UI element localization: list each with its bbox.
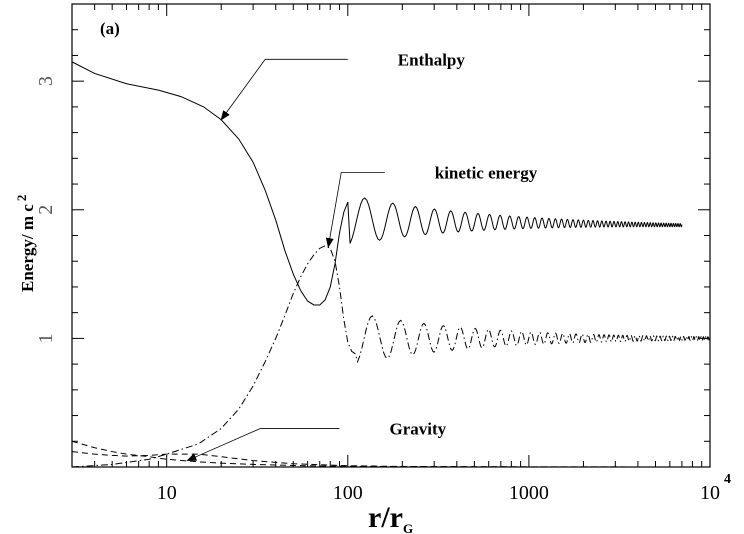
y-axis-label-main: Energy/ m c bbox=[18, 204, 37, 292]
x-tick-label: 1000 bbox=[509, 482, 549, 504]
annotation-label-kinetic-energy: kinetic energy bbox=[435, 163, 538, 182]
annotation-layer: Enthalpy kinetic energy Gravity bbox=[186, 50, 538, 461]
x-axis-label-main: r/r bbox=[368, 501, 403, 534]
annotation-arrow-enthalpy bbox=[220, 58, 348, 121]
x-tick-label: 100 bbox=[333, 482, 363, 504]
x-tick-label: 10 bbox=[700, 482, 720, 504]
y-tick-label: 2 bbox=[35, 205, 57, 215]
annotation-label-gravity: Gravity bbox=[390, 419, 447, 438]
series-line-enthalpy bbox=[71, 61, 683, 306]
series-line-kinetic-energy bbox=[71, 245, 711, 468]
series-line-unlabeled-3 bbox=[71, 451, 711, 468]
y-tick-label: 1 bbox=[35, 333, 57, 343]
panel-label: (a) bbox=[100, 19, 120, 38]
y-axis-label-sup: 2 bbox=[14, 195, 29, 202]
annotation-label-enthalpy: Enthalpy bbox=[398, 50, 466, 69]
series-layer bbox=[71, 61, 711, 468]
tick-layer: 10 100 1000 10 4 1 2 3 bbox=[35, 3, 731, 504]
y-axis-label: Energy/ m c 2 bbox=[14, 195, 37, 292]
annotation-arrow-kinetic-energy bbox=[325, 172, 385, 249]
annotation-arrow-gravity bbox=[186, 428, 340, 461]
x-axis-label-sub: G bbox=[403, 521, 413, 534]
x-tick-label-sup: 4 bbox=[724, 472, 731, 487]
x-tick-label: 10 bbox=[157, 482, 177, 504]
y-tick-label: 3 bbox=[35, 76, 57, 86]
x-axis-label: r/rG bbox=[368, 501, 413, 534]
